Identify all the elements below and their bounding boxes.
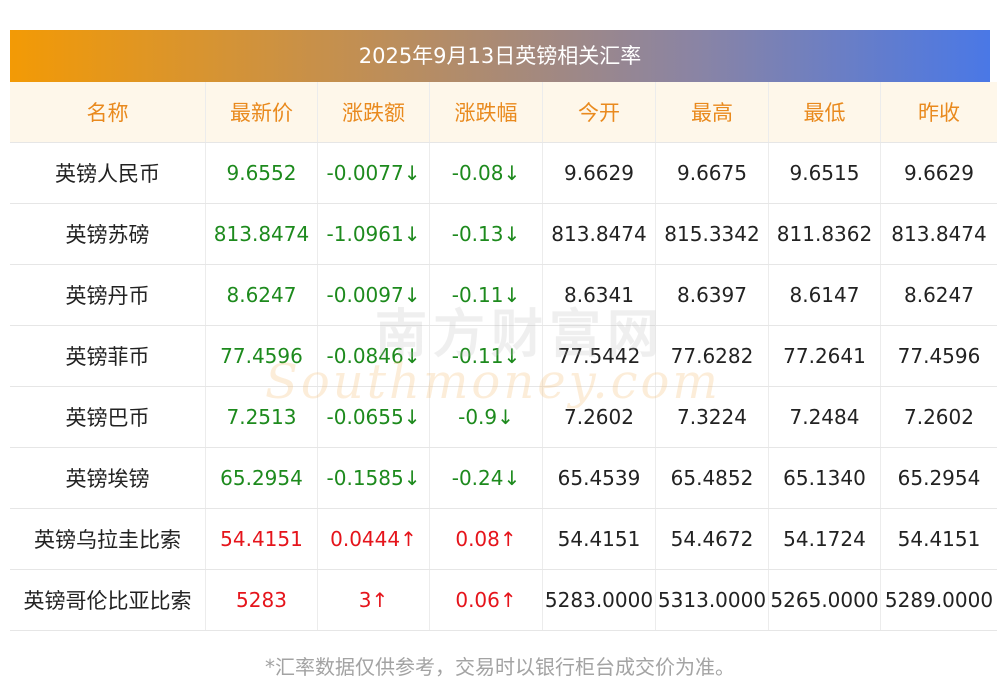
col-header-change: 涨跌额 <box>317 82 430 143</box>
cell-open: 7.2602 <box>542 386 656 448</box>
cell-name: 英镑埃镑 <box>10 447 206 509</box>
cell-pct: 0.08↑ <box>429 508 543 570</box>
cell-change: -0.0655↓ <box>317 386 430 448</box>
cell-open: 77.5442 <box>542 325 656 387</box>
cell-high: 815.3342 <box>655 203 769 265</box>
cell-high: 65.4852 <box>655 447 769 509</box>
table-row: 英镑人民币 9.6552 -0.0077↓ -0.08↓ 9.6629 9.6675 9.6… <box>10 142 997 204</box>
cell-change: -0.0097↓ <box>317 264 430 326</box>
cell-pct: -0.11↓ <box>429 325 543 387</box>
cell-prev: 8.6247 <box>880 264 997 326</box>
col-header-high: 最高 <box>655 82 769 143</box>
cell-name: 英镑丹币 <box>10 264 206 326</box>
cell-open: 813.8474 <box>542 203 656 265</box>
cell-name: 英镑人民币 <box>10 142 206 204</box>
rates-panel: 2025年9月13日英镑相关汇率 名称 最新价 涨跌额 涨跌幅 今开 最高 最低… <box>10 30 997 631</box>
cell-change: 3↑ <box>317 569 430 631</box>
cell-latest: 813.8474 <box>205 203 318 265</box>
cell-prev: 65.2954 <box>880 447 997 509</box>
cell-latest: 77.4596 <box>205 325 318 387</box>
rates-table: 名称 最新价 涨跌额 涨跌幅 今开 最高 最低 昨收 英镑人民币 9.6552 -0… <box>10 82 997 631</box>
cell-prev: 5289.0000 <box>880 569 997 631</box>
cell-prev: 7.2602 <box>880 386 997 448</box>
cell-latest: 5283 <box>205 569 318 631</box>
table-row: 英镑乌拉圭比索 54.4151 0.0444↑ 0.08↑ 54.4151 54.4672… <box>10 508 997 570</box>
col-header-low: 最低 <box>768 82 881 143</box>
cell-open: 8.6341 <box>542 264 656 326</box>
cell-latest: 8.6247 <box>205 264 318 326</box>
cell-high: 5313.0000 <box>655 569 769 631</box>
cell-latest: 7.2513 <box>205 386 318 448</box>
cell-name: 英镑菲币 <box>10 325 206 387</box>
cell-latest: 54.4151 <box>205 508 318 570</box>
table-row: 英镑巴币 7.2513 -0.0655↓ -0.9↓ 7.2602 7.3224 7.248… <box>10 386 997 448</box>
cell-name: 英镑哥伦比亚比索 <box>10 569 206 631</box>
cell-name: 英镑巴币 <box>10 386 206 448</box>
cell-pct: -0.13↓ <box>429 203 543 265</box>
cell-open: 65.4539 <box>542 447 656 509</box>
col-header-name: 名称 <box>10 82 206 143</box>
header-row: 名称 最新价 涨跌额 涨跌幅 今开 最高 最低 昨收 <box>10 82 997 143</box>
cell-change: -0.0846↓ <box>317 325 430 387</box>
cell-high: 77.6282 <box>655 325 769 387</box>
cell-pct: -0.08↓ <box>429 142 543 204</box>
table-row: 英镑丹币 8.6247 -0.0097↓ -0.11↓ 8.6341 8.6397 8.61… <box>10 264 997 326</box>
cell-low: 811.8362 <box>768 203 881 265</box>
cell-pct: -0.9↓ <box>429 386 543 448</box>
cell-name: 英镑苏磅 <box>10 203 206 265</box>
cell-low: 9.6515 <box>768 142 881 204</box>
col-header-pct: 涨跌幅 <box>429 82 543 143</box>
col-header-prev: 昨收 <box>880 82 997 143</box>
table-row: 英镑菲币 77.4596 -0.0846↓ -0.11↓ 77.5442 77.6282 7… <box>10 325 997 387</box>
cell-high: 54.4672 <box>655 508 769 570</box>
cell-high: 7.3224 <box>655 386 769 448</box>
cell-prev: 77.4596 <box>880 325 997 387</box>
cell-latest: 9.6552 <box>205 142 318 204</box>
cell-low: 5265.0000 <box>768 569 881 631</box>
cell-prev: 9.6629 <box>880 142 997 204</box>
cell-change: -0.0077↓ <box>317 142 430 204</box>
cell-change: -1.0961↓ <box>317 203 430 265</box>
table-row: 英镑哥伦比亚比索 5283 3↑ 0.06↑ 5283.0000 5313.0000 526… <box>10 569 997 631</box>
cell-open: 5283.0000 <box>542 569 656 631</box>
cell-change: -0.1585↓ <box>317 447 430 509</box>
cell-low: 8.6147 <box>768 264 881 326</box>
cell-low: 65.1340 <box>768 447 881 509</box>
cell-high: 8.6397 <box>655 264 769 326</box>
disclaimer-note: *汇率数据仅供参考，交易时以银行柜台成交价为准。 <box>265 655 735 679</box>
cell-open: 54.4151 <box>542 508 656 570</box>
cell-change: 0.0444↑ <box>317 508 430 570</box>
cell-pct: 0.06↑ <box>429 569 543 631</box>
table-row: 英镑苏磅 813.8474 -1.0961↓ -0.13↓ 813.8474 815.33… <box>10 203 997 265</box>
col-header-latest: 最新价 <box>205 82 318 143</box>
cell-high: 9.6675 <box>655 142 769 204</box>
cell-prev: 813.8474 <box>880 203 997 265</box>
cell-pct: -0.11↓ <box>429 264 543 326</box>
cell-low: 77.2641 <box>768 325 881 387</box>
table-title: 2025年9月13日英镑相关汇率 <box>10 30 990 82</box>
cell-latest: 65.2954 <box>205 447 318 509</box>
cell-low: 54.1724 <box>768 508 881 570</box>
table-row: 英镑埃镑 65.2954 -0.1585↓ -0.24↓ 65.4539 65.4852 6… <box>10 447 997 509</box>
cell-low: 7.2484 <box>768 386 881 448</box>
cell-prev: 54.4151 <box>880 508 997 570</box>
cell-name: 英镑乌拉圭比索 <box>10 508 206 570</box>
col-header-open: 今开 <box>542 82 656 143</box>
cell-open: 9.6629 <box>542 142 656 204</box>
cell-pct: -0.24↓ <box>429 447 543 509</box>
